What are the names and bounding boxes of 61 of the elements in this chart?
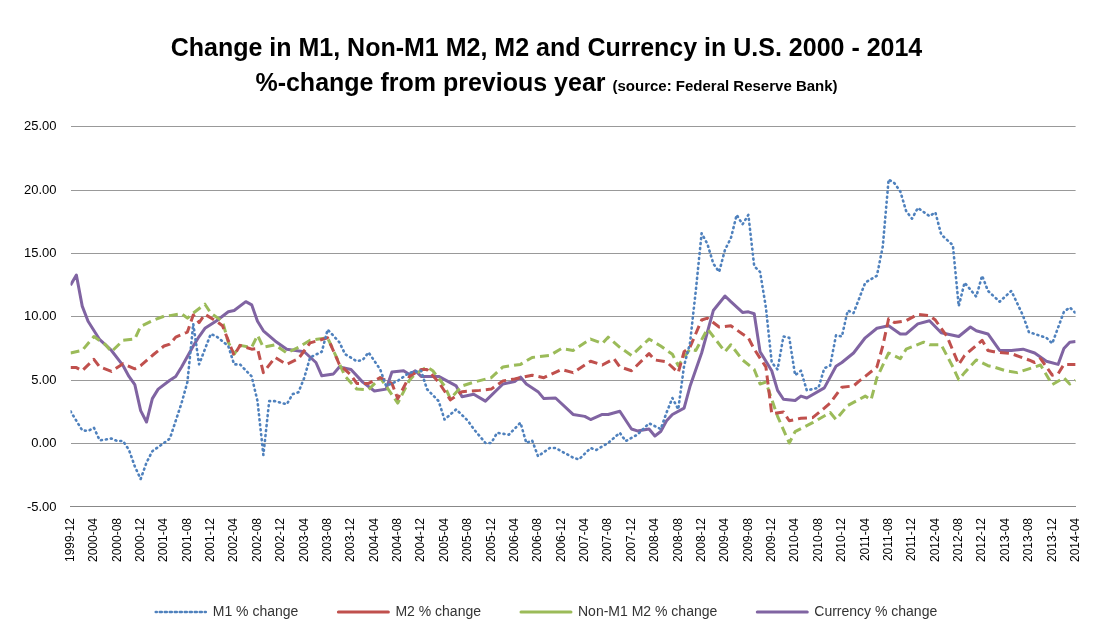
- x-tick-label: 2003-12: [343, 517, 358, 563]
- x-tick-label: 2012-12: [974, 517, 989, 563]
- x-tick-label: 2013-08: [1021, 517, 1036, 563]
- y-tick-label: 15.00: [23, 245, 57, 261]
- y-tick-label: 10.00: [23, 308, 57, 324]
- line-series: [70, 312, 1076, 423]
- x-tick-label: 2006-04: [506, 517, 521, 563]
- x-tick-label: 2009-08: [740, 517, 755, 563]
- x-tick-label: 2010-08: [810, 517, 825, 563]
- y-tick-label: 5.00: [31, 371, 57, 387]
- x-tick-label: 2000-08: [109, 517, 124, 563]
- x-tick-label: 2010-04: [787, 517, 802, 563]
- y-tick-label: -5.00: [26, 498, 57, 514]
- x-tick-label: 2011-12: [904, 517, 919, 562]
- x-tick-label: 2003-08: [319, 517, 334, 563]
- x-tick-label: 2013-04: [997, 517, 1012, 563]
- x-tick-label: 2002-12: [273, 517, 288, 563]
- x-tick-label: 2006-08: [530, 517, 545, 563]
- x-tick-label: 2008-08: [670, 517, 685, 563]
- chart-subtitle: %-change from previous year: [255, 68, 606, 96]
- x-tick-label: 2000-12: [132, 517, 147, 563]
- x-tick-label: 2004-08: [390, 517, 405, 563]
- line-series: [70, 178, 1076, 481]
- x-tick-label: 2005-04: [436, 517, 451, 563]
- x-tick-label: 2010-12: [834, 517, 849, 563]
- x-tick-label: 2005-12: [483, 517, 498, 563]
- x-tick-label: 2007-08: [600, 517, 615, 563]
- x-tick-label: 2009-12: [764, 517, 779, 563]
- y-tick-label: 25.00: [23, 118, 57, 134]
- x-tick-label: 2001-12: [203, 517, 218, 563]
- legend-label: Currency % change: [814, 602, 938, 619]
- x-tick-label: 2006-12: [553, 517, 568, 563]
- x-tick-label: 2007-04: [577, 517, 592, 563]
- x-tick-label: 2004-04: [366, 517, 381, 563]
- x-tick-label: 2001-08: [179, 517, 194, 563]
- y-tick-label: 20.00: [23, 181, 57, 197]
- x-tick-label: 2012-04: [927, 517, 942, 563]
- x-tick-label: 2005-08: [460, 517, 475, 563]
- y-tick-label: 0.00: [31, 435, 57, 451]
- x-tick-label: 2001-04: [156, 517, 171, 563]
- x-tick-label: 2011-04: [857, 517, 872, 562]
- x-tick-label: 2002-04: [226, 517, 241, 563]
- x-tick-label: 2014-04: [1067, 517, 1082, 563]
- line-series: [70, 302, 1076, 445]
- text: (source: Federal Reserve Bank): [612, 77, 838, 94]
- x-tick-label: 2008-04: [647, 517, 662, 563]
- x-tick-label: 2012-08: [951, 517, 966, 563]
- chart-title: Change in M1, Non-M1 M2, M2 and Currency in U.S. 2000 - 2014: [169, 32, 924, 63]
- legend-label: M1 % change: [212, 602, 299, 619]
- x-tick-label: 2008-12: [693, 517, 708, 563]
- x-tick-label: 2002-08: [249, 517, 264, 563]
- x-tick-label: 2009-04: [717, 517, 732, 563]
- x-tick-label: 1999-12: [62, 517, 77, 563]
- x-tick-label: 2013-12: [1044, 517, 1059, 563]
- legend-label: Non-M1 M2 % change: [577, 602, 718, 619]
- x-tick-label: 2007-12: [623, 517, 638, 563]
- x-tick-label: 2004-12: [413, 517, 428, 563]
- x-tick-label: 2003-04: [296, 517, 311, 563]
- x-tick-label: 2000-04: [86, 517, 101, 563]
- x-tick-label: 2011-08: [880, 517, 895, 562]
- legend-label: M2 % change: [395, 602, 482, 619]
